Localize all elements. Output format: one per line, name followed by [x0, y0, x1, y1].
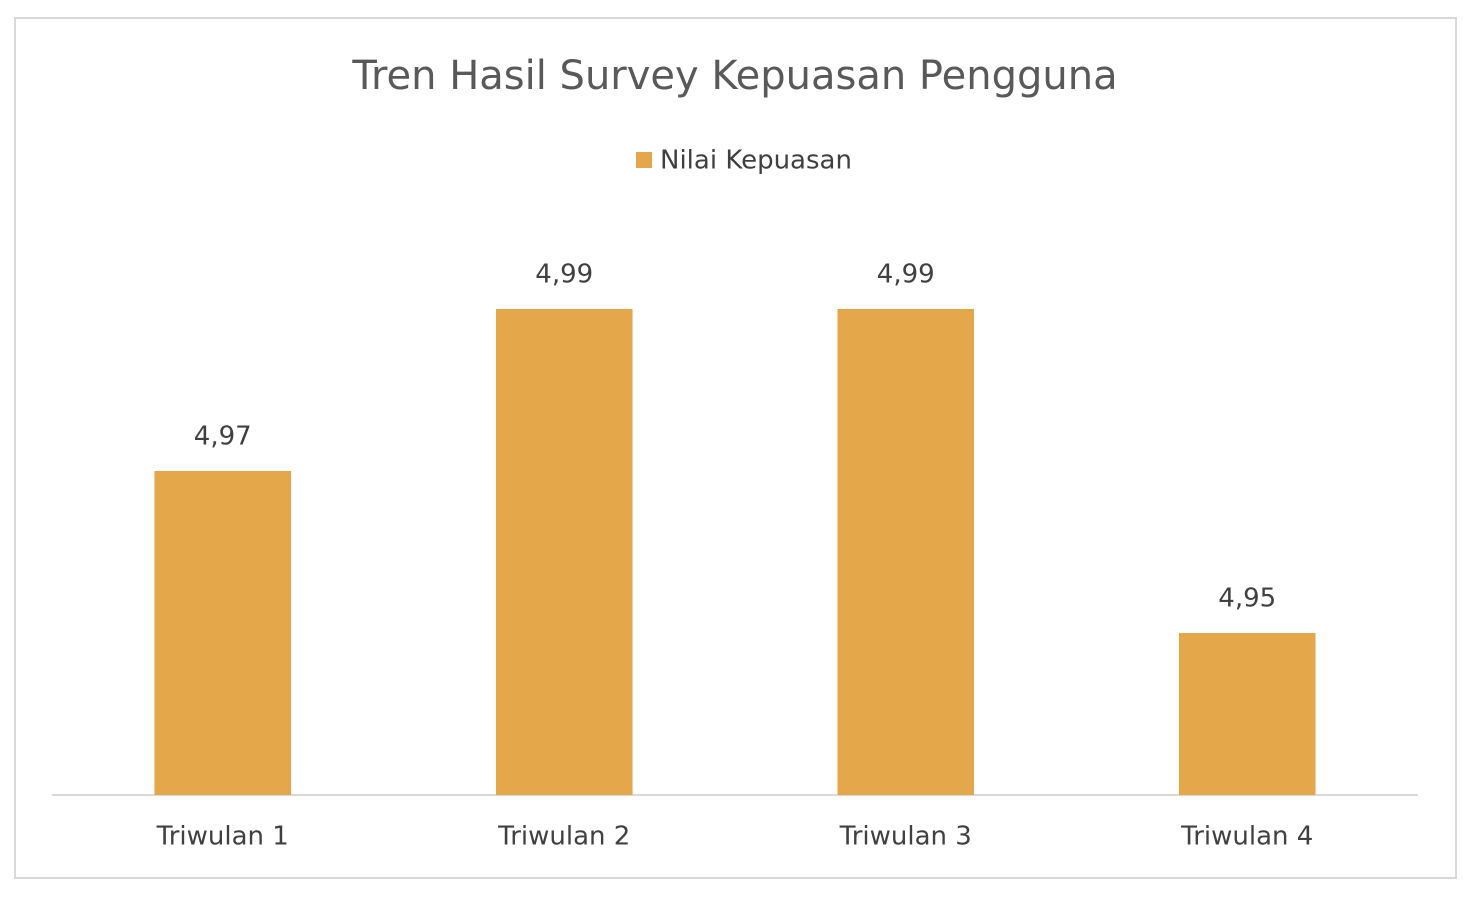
legend-label: Nilai Kepuasan	[660, 146, 852, 176]
bar	[495, 309, 633, 795]
data-label: 4,97	[194, 422, 252, 452]
data-label: 4,95	[1218, 584, 1276, 614]
x-tick-label: Triwulan 4	[1180, 822, 1313, 852]
x-tick-label: Triwulan 1	[156, 822, 289, 852]
data-label: 4,99	[535, 260, 593, 290]
x-tick-label: Triwulan 2	[497, 822, 630, 852]
data-label: 4,99	[877, 260, 935, 290]
bar	[1178, 633, 1316, 795]
chart-title: Tren Hasil Survey Kepuasan Pengguna	[351, 53, 1117, 99]
x-tick-label: Triwulan 3	[839, 822, 972, 852]
bar	[837, 309, 975, 795]
bar	[154, 471, 292, 795]
legend-swatch	[636, 152, 652, 168]
